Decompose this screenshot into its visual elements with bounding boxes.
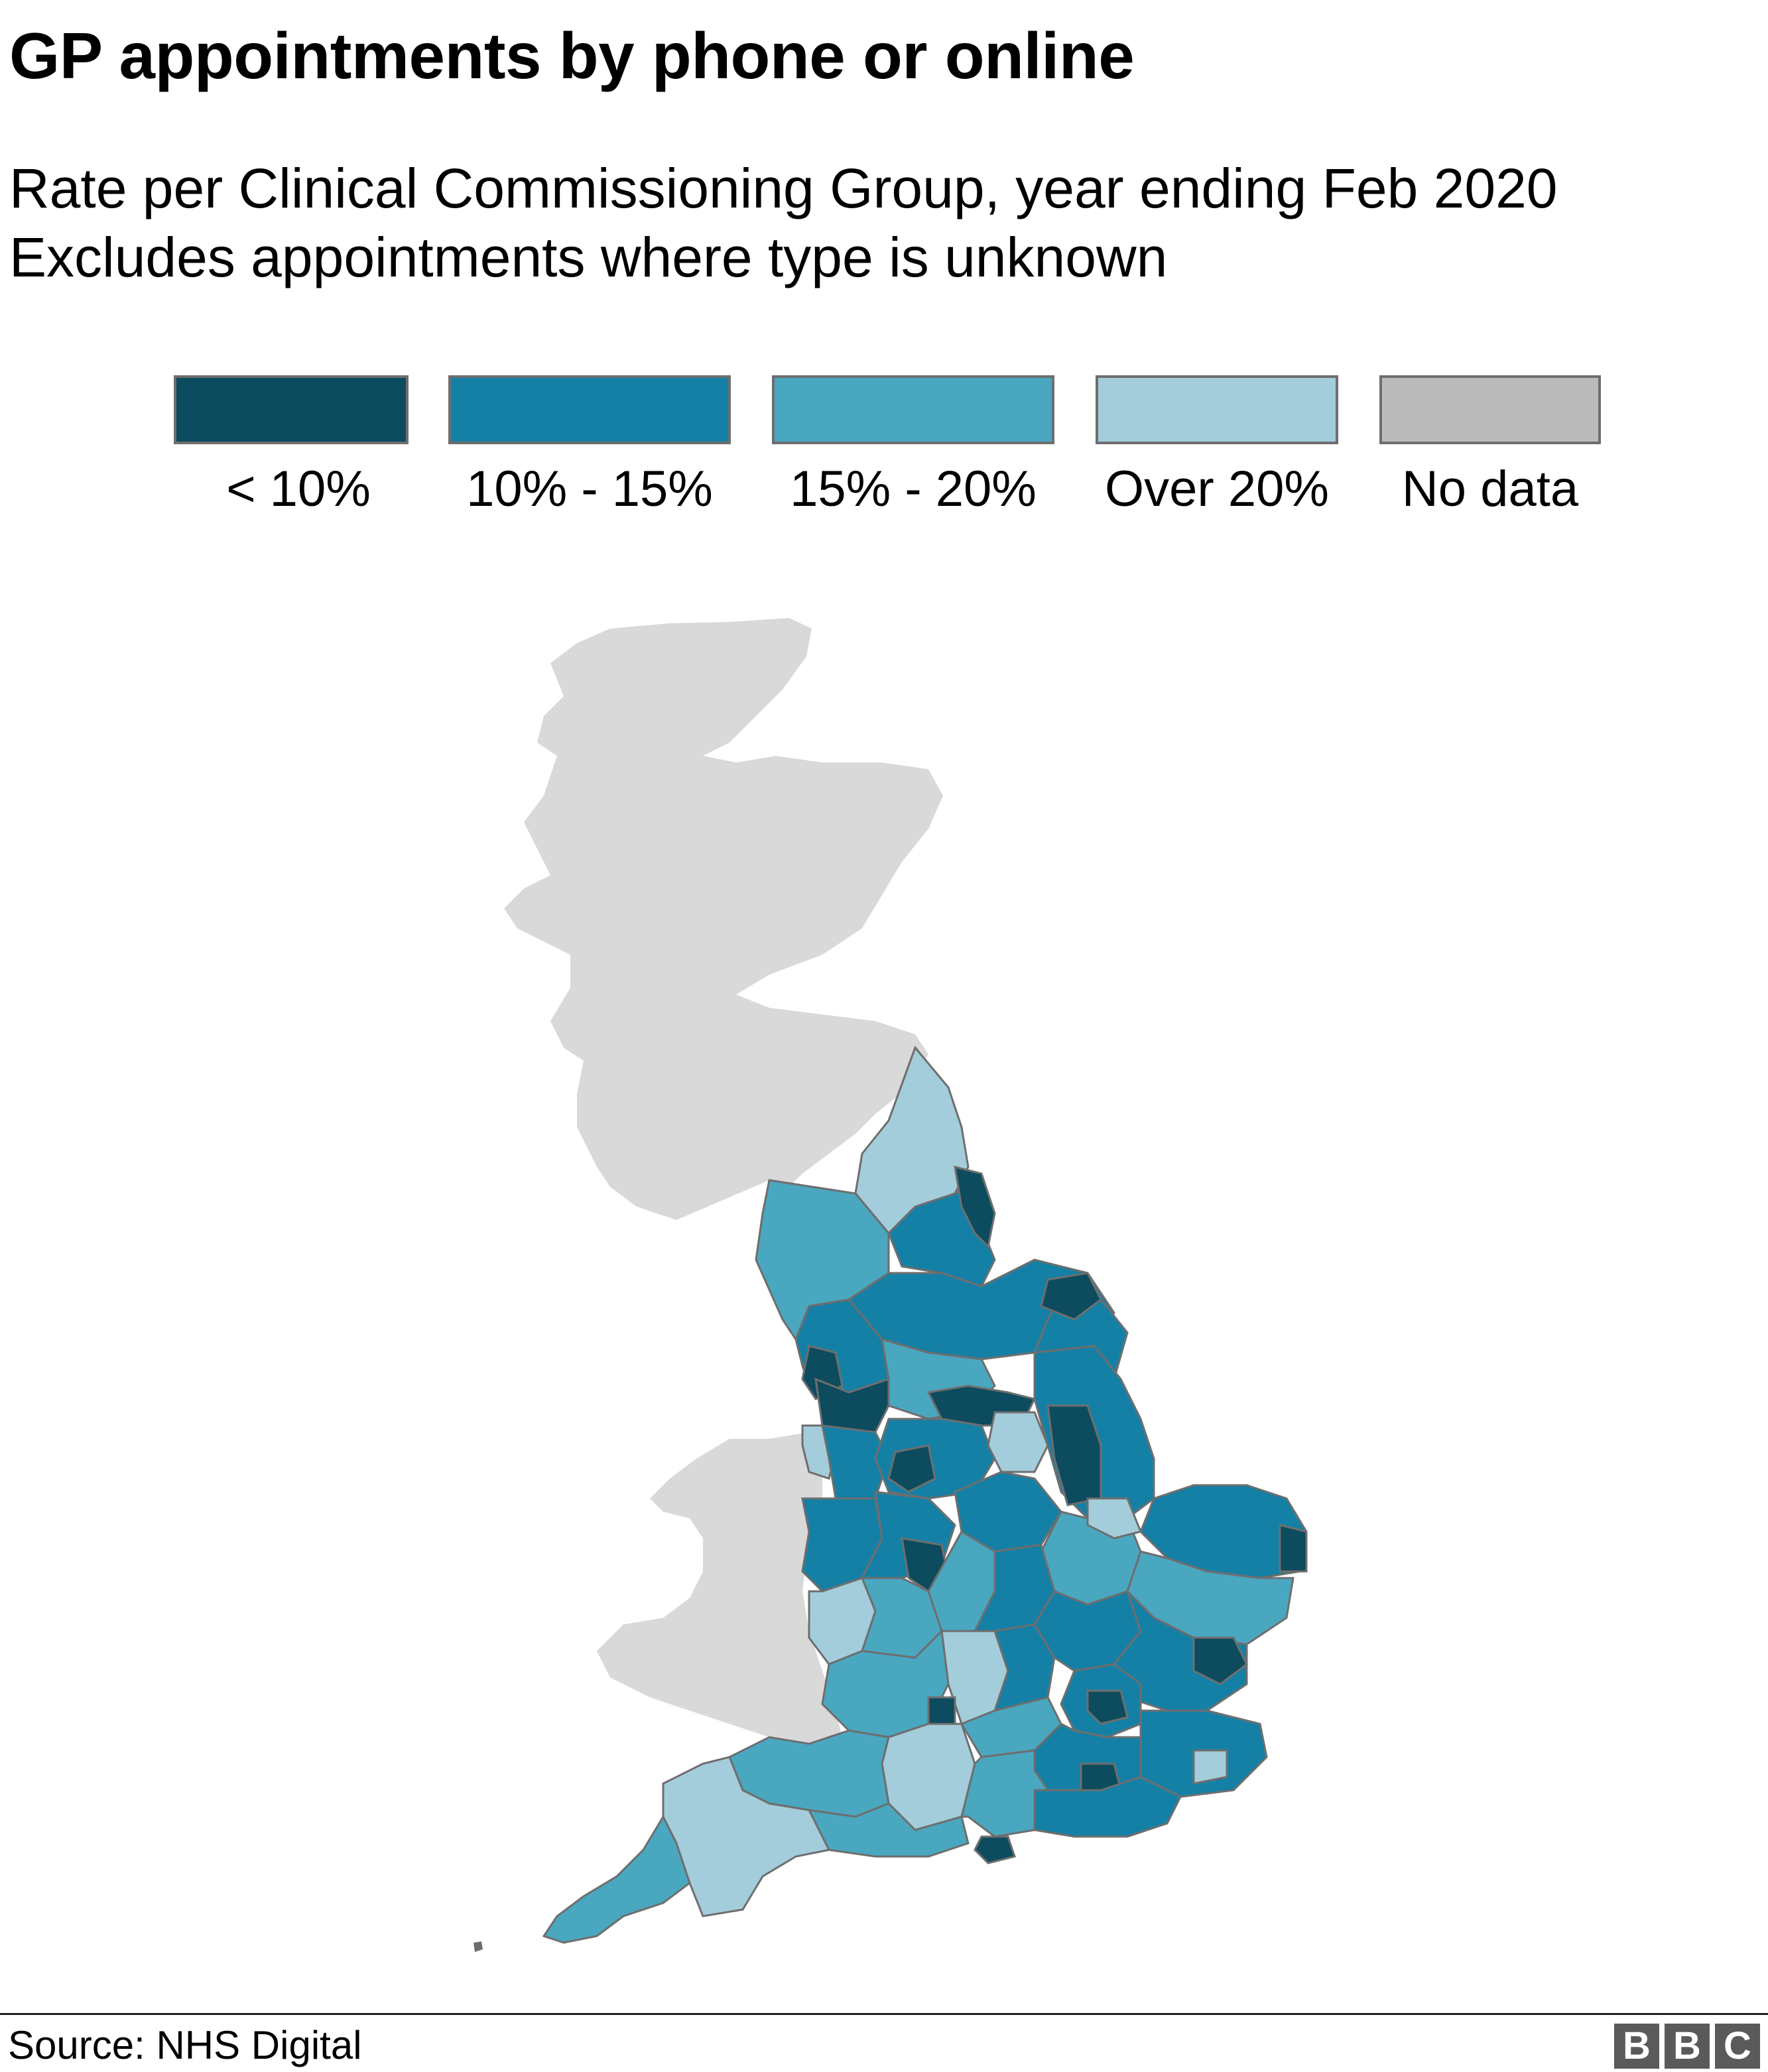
region-scotland (504, 618, 943, 1220)
region-sussex (1033, 1776, 1182, 1838)
region-isle-of-wight (974, 1835, 1016, 1864)
england-ccg-regions (542, 1046, 1308, 1944)
legend-label: 10% - 15% (466, 461, 713, 517)
region-great-yarmouth (1279, 1524, 1308, 1573)
legend-swatch (772, 375, 1054, 444)
region-lincolnshire-west (1046, 1404, 1102, 1506)
legend-label: No data (1401, 461, 1579, 517)
bbc-logo: B B C (1614, 2024, 1760, 2069)
legend-label: 15% - 20% (790, 461, 1037, 517)
legend-swatch (1096, 375, 1338, 444)
region-nottinghamshire (987, 1411, 1049, 1473)
legend-label: Over 20% (1105, 461, 1329, 517)
source-note: Source: NHS Digital (8, 2023, 362, 2067)
chart-subtitle: Rate per Clinical Commissioning Group, y… (9, 154, 1558, 292)
region-isles-of-scilly (474, 1941, 483, 1952)
region-cornwall (542, 1814, 691, 1944)
region-swindon (927, 1696, 956, 1725)
map-legend: < 10% 10% - 15% 15% - 20% Over 20% No da… (0, 375, 1768, 528)
legend-label: < 10% (226, 461, 371, 517)
region-dorset (807, 1802, 970, 1858)
uk-choropleth-map (474, 618, 1308, 1952)
region-southend (1192, 1636, 1248, 1685)
subtitle-line-1: Rate per Clinical Commissioning Group, y… (9, 157, 1558, 219)
subtitle-line-2: Excludes appointments where type is unkn… (9, 226, 1168, 288)
region-peterborough (1086, 1497, 1143, 1540)
region-hull (1040, 1272, 1102, 1321)
region-wales (597, 1432, 842, 1744)
region-tyne-tees (954, 1165, 996, 1249)
bbc-logo-b2: B (1665, 2024, 1710, 2069)
legend-swatch (448, 375, 731, 444)
legend-swatch (1379, 375, 1601, 444)
bbc-logo-b1: B (1614, 2024, 1659, 2069)
region-kent-east (1192, 1749, 1228, 1785)
bbc-logo-c: C (1715, 2024, 1760, 2069)
region-london-inner (1086, 1689, 1129, 1725)
footer-divider (0, 2013, 1768, 2015)
legend-swatch (174, 375, 409, 444)
chart-title: GP appointments by phone or online (9, 19, 1135, 92)
region-stoke (887, 1444, 936, 1493)
